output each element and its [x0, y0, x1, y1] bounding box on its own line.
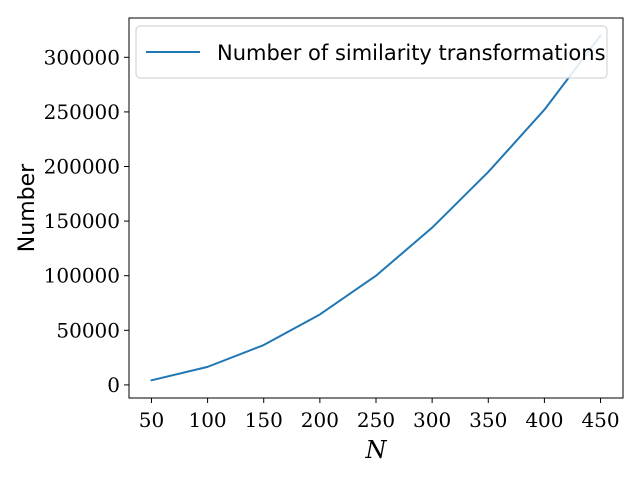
y-tick-label: 50000 — [56, 318, 120, 342]
legend-label: Number of similarity transformations — [217, 41, 606, 65]
x-tick-label: 200 — [301, 408, 339, 432]
y-tick-label: 200000 — [44, 155, 120, 179]
x-tick-label: 50 — [139, 408, 164, 432]
y-axis-ticks: 0 50000 100000 150000 200000 250000 300000 — [44, 45, 129, 397]
x-tick-label: 350 — [469, 408, 507, 432]
y-tick-label: 250000 — [44, 100, 120, 124]
plot-frame — [128, 17, 624, 399]
x-tick-label: 300 — [413, 408, 451, 432]
x-tick-label: 450 — [581, 408, 619, 432]
legend-box — [135, 25, 608, 79]
x-tick-label: 150 — [245, 408, 283, 432]
plot-background — [129, 18, 623, 398]
y-axis-title: Number — [15, 163, 40, 252]
series-line — [150, 34, 602, 382]
legend: Number of similarity transformations — [135, 25, 608, 79]
x-axis-ticks: 50 100 150 200 250 300 350 400 450 — [139, 398, 620, 432]
x-tick-label: 100 — [188, 408, 226, 432]
y-tick-label: 300000 — [44, 45, 120, 69]
y-tick-label: 100000 — [44, 264, 120, 288]
y-tick-label: 150000 — [44, 209, 120, 233]
y-tick-label: 0 — [107, 373, 120, 397]
x-tick-label: 400 — [525, 408, 563, 432]
line-layer — [150, 34, 602, 382]
x-axis-title: N — [365, 436, 388, 464]
x-tick-label: 250 — [357, 408, 395, 432]
